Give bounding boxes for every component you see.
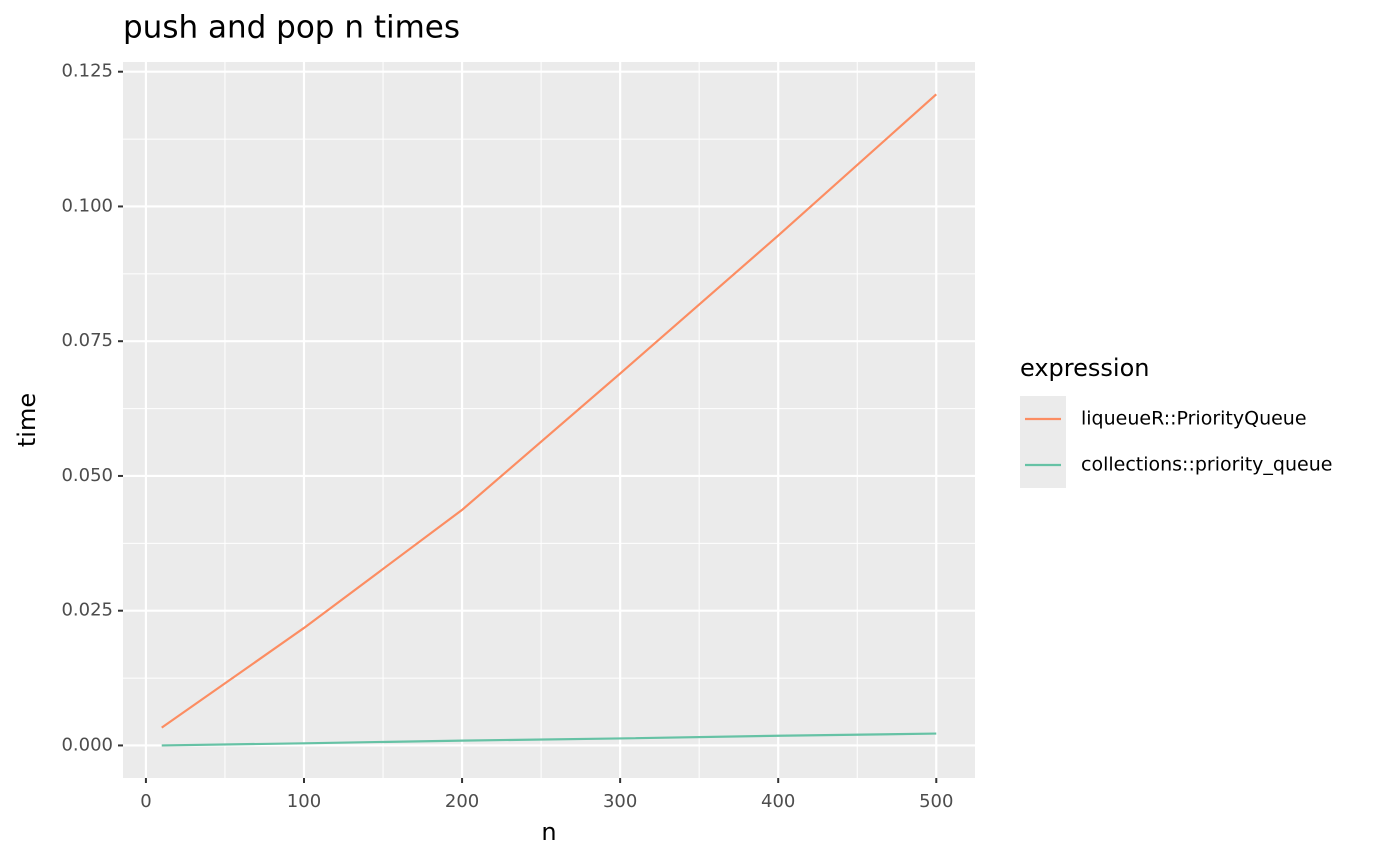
panel [123,62,975,778]
x-tick-label: 0 [140,791,151,812]
y-tick-label: 0.075 [61,330,113,351]
y-tick-label: 0.100 [61,195,113,216]
y-tick-label: 0.025 [61,600,113,621]
legend-title: expression [1020,354,1149,382]
chart-title: push and pop n times [123,10,460,46]
series-line [161,732,937,747]
legend-label: collections::priority_queue [1081,454,1332,476]
y-tick-label: 0.050 [61,465,113,486]
x-tick-label: 400 [761,791,795,812]
x-tick-label: 300 [603,791,637,812]
x-tick-label: 500 [919,791,953,812]
y-tick-label: 0.000 [61,734,113,755]
y-axis-label: time [13,393,41,447]
x-tick-label: 100 [287,791,321,812]
legend-label: liqueueR::PriorityQueue [1081,408,1307,430]
y-tick-label: 0.125 [61,61,113,82]
series-line [161,93,938,729]
x-axis-label: n [541,818,556,846]
x-tick-label: 200 [445,791,479,812]
